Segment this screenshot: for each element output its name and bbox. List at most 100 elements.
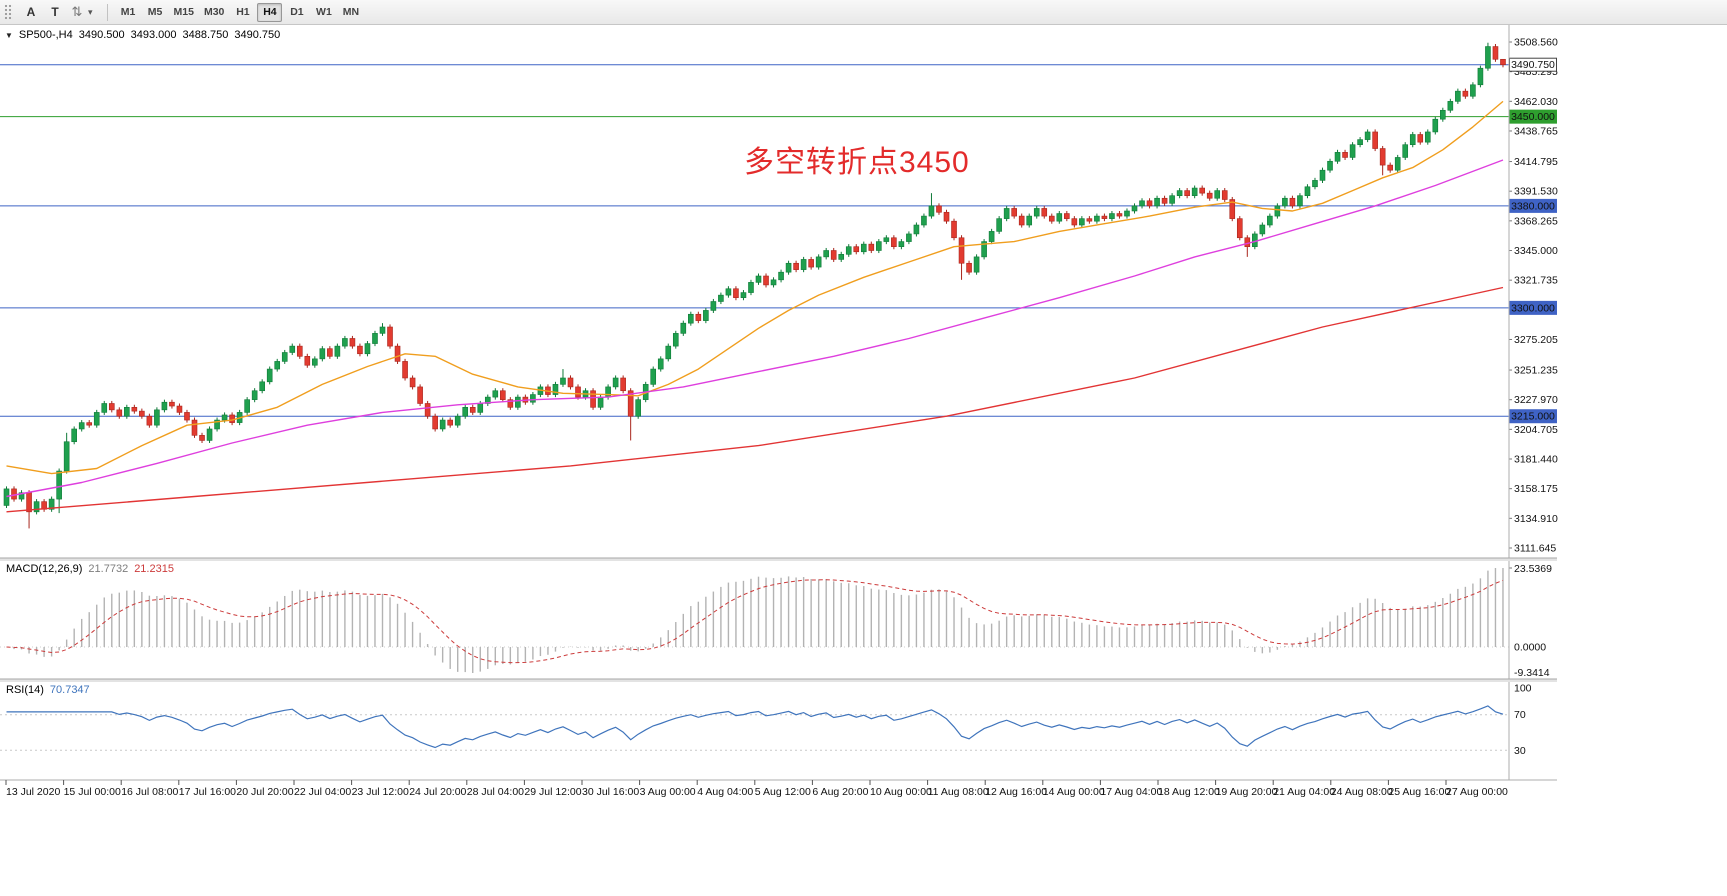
price-level-label: 3450.000	[1511, 111, 1555, 123]
candle-down	[199, 435, 205, 441]
rsi-100-label: 100	[1514, 683, 1532, 695]
timeframe-button-m1[interactable]: M1	[116, 3, 141, 22]
time-axis[interactable]: 13 Jul 2020 15 Jul 00:00 16 Jul 08:00 17 Ju…	[5, 780, 1508, 798]
one-click-trading-arrow[interactable]: ▼	[5, 30, 13, 40]
timeframe-button-h1[interactable]: H1	[230, 3, 255, 22]
candle-down	[763, 275, 769, 286]
candle-up	[778, 271, 784, 281]
candle-up	[680, 322, 687, 334]
text-tool-button[interactable]: T	[44, 2, 66, 22]
price-tick-label: 3368.265	[1514, 215, 1558, 227]
candle-up	[612, 377, 619, 388]
candle-up	[334, 345, 341, 357]
candle-up	[154, 409, 160, 426]
candle-down	[590, 390, 596, 408]
ohlc-low: 3488.750	[182, 29, 229, 41]
ohlc-high: 3493.000	[130, 29, 177, 41]
candle-down	[394, 345, 401, 362]
chart-canvas[interactable]: 3508.5603485.2953462.0303438.7653414.795…	[0, 25, 1727, 896]
dropdown-caret-icon[interactable]: ▾	[88, 6, 93, 17]
candle-down	[1379, 148, 1386, 166]
candle-up	[672, 333, 679, 347]
time-tick-label: 11 Aug 08:00	[928, 786, 989, 798]
candle-up	[906, 233, 912, 242]
candle-down	[793, 262, 799, 270]
arrow-tool-button[interactable]: A	[20, 2, 42, 22]
arrows-icon[interactable]: ⇅	[71, 4, 83, 19]
candle-up	[981, 241, 987, 258]
candle-down	[447, 419, 453, 426]
candle-down	[11, 488, 17, 500]
candle-up	[1364, 131, 1371, 140]
candle-up	[342, 338, 348, 347]
candle-up	[710, 301, 717, 311]
panel-frames	[0, 25, 1557, 781]
candle-up	[161, 401, 168, 411]
candle-up	[454, 415, 461, 426]
toolbar-grip-handle[interactable]	[4, 4, 13, 20]
candle-up	[1447, 101, 1454, 111]
time-tick-label: 5 Aug 12:00	[755, 786, 811, 798]
candle-down	[357, 345, 363, 355]
candle-up	[883, 237, 890, 242]
candle-up	[770, 279, 777, 286]
timeframe-button-w1[interactable]: W1	[311, 3, 336, 22]
timeframe-button-m15[interactable]: M15	[170, 3, 198, 22]
candle-down	[387, 326, 393, 347]
candle-up	[921, 215, 927, 226]
candle-up	[289, 345, 296, 353]
time-tick-label: 6 Aug 20:00	[812, 786, 868, 798]
price-tick-label: 3111.645	[1514, 542, 1556, 554]
candle-up	[1440, 109, 1446, 120]
candle-up	[221, 414, 228, 421]
candle-down	[1071, 218, 1078, 226]
time-tick-label: 30 Jul 16:00	[582, 786, 639, 798]
price-level-label: 3215.000	[1511, 411, 1555, 423]
price-tick-label: 3391.530	[1514, 186, 1558, 198]
time-tick-label: 4 Aug 04:00	[697, 786, 753, 798]
chart-text-annotation[interactable]: 多空转折点3450	[744, 146, 970, 179]
candle-down	[1086, 218, 1093, 222]
time-tick-label: 22 Jul 04:00	[294, 786, 351, 798]
candle-up	[1131, 205, 1138, 212]
candle-down	[229, 414, 235, 423]
candle-up	[755, 275, 762, 283]
candle-down	[1462, 90, 1469, 97]
candle-down	[296, 345, 303, 357]
candle-down	[1342, 152, 1348, 158]
candle-up	[63, 441, 70, 472]
price-macd-separator[interactable]	[0, 558, 1557, 561]
candle-down	[169, 401, 175, 407]
time-tick-label: 17 Aug 04:00	[1100, 786, 1162, 798]
candle-down	[176, 405, 183, 413]
timeframe-button-d1[interactable]: D1	[284, 3, 309, 22]
timeframe-button-m5[interactable]: M5	[143, 3, 168, 22]
candle-up	[1424, 131, 1431, 143]
time-tick-label: 24 Aug 08:00	[1331, 786, 1393, 798]
price-axis-ticks[interactable]: 3508.5603485.2953462.0303438.7653414.795…	[1509, 37, 1558, 555]
price-tick-label: 3204.705	[1514, 424, 1558, 436]
time-tick-label: 21 Aug 04:00	[1273, 786, 1335, 798]
candle-up	[93, 412, 100, 426]
macd-rsi-separator[interactable]	[0, 679, 1557, 682]
candle-up	[1154, 197, 1160, 207]
timeframe-button-h4[interactable]: H4	[257, 2, 283, 22]
candle-up	[33, 501, 40, 513]
candle-up	[364, 343, 371, 355]
candle-up	[1349, 144, 1356, 158]
candle-down	[830, 250, 837, 260]
candle-up	[281, 352, 288, 362]
candle-up	[18, 492, 25, 500]
candle-down	[26, 492, 32, 513]
symbol-period-label: SP500-,H4	[18, 29, 73, 41]
candle-up	[838, 254, 845, 260]
candle-down	[620, 377, 626, 392]
timeframe-button-mn[interactable]: MN	[338, 3, 363, 22]
candle-down	[951, 220, 957, 239]
candle-up	[860, 243, 867, 253]
candle-down	[1206, 192, 1213, 199]
candle-up	[124, 407, 130, 417]
candle-up	[665, 345, 672, 360]
macd-zero-label: 0.0000	[1514, 642, 1546, 654]
timeframe-button-m30[interactable]: M30	[200, 3, 228, 22]
